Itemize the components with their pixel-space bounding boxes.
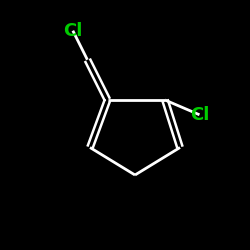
Text: Cl: Cl (63, 22, 82, 40)
Text: Cl: Cl (190, 106, 209, 124)
